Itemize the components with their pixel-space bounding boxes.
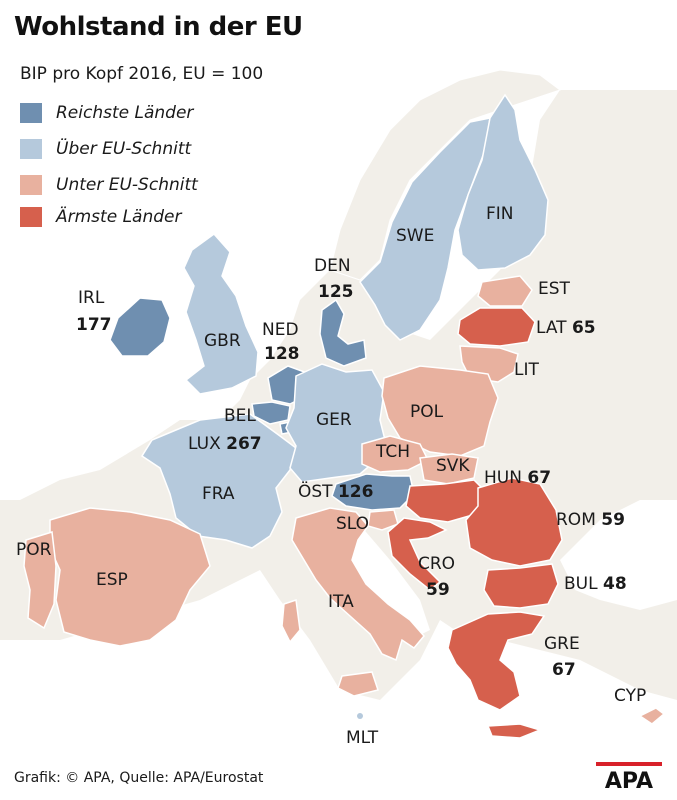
label-gre-value: 67 [552,660,576,680]
label-fin-code: FIN [486,204,514,224]
country-tch[interactable] [361,435,430,473]
label-rom-code: ROM [556,510,596,530]
map-subtitle: BIP pro Kopf 2016, EU = 100 [20,64,264,84]
country-pol[interactable] [381,365,499,457]
label-bul-value: 48 [602,574,627,594]
country-gre-crete[interactable] [486,723,543,739]
sea-adriatic [335,520,430,640]
logo-text: APA [605,769,653,790]
label-por-code: POR [16,540,52,560]
label-bel-code: BEL [224,406,256,426]
country-svk[interactable] [419,453,479,485]
country-esp[interactable] [49,507,211,647]
label-ned-code: NED [262,320,299,340]
label-irl-value: 177 [76,315,112,335]
label-ost: ÖST 126 [298,484,373,501]
label-ned-value: 128 [264,344,300,364]
label-cro-code: CRO [418,554,456,574]
map-title: Wohlstand in der EU [14,12,303,42]
legend-label: Reichste Länder [56,103,194,123]
label-irl-code: IRL [78,288,105,308]
country-lat[interactable] [457,307,536,347]
legend-label: Über EU-Schnitt [56,139,192,159]
legend-item-below: Unter EU-Schnitt [20,174,198,196]
label-cyp-code: CYP [614,686,647,706]
label-hun-value: 67 [527,468,552,488]
apa-logo: APA [596,762,662,790]
country-ita-sicily[interactable] [337,671,379,697]
legend-item-above: Über EU-Schnitt [20,138,191,160]
label-lat-code: LAT [536,318,567,338]
country-cyp[interactable] [638,707,666,725]
label-bul-code: BUL [564,574,598,594]
label-den-value: 125 [318,282,354,302]
label-ita-code: ITA [328,592,354,612]
country-mlt[interactable] [357,713,363,719]
country-cro[interactable] [387,517,448,591]
legend-swatch [20,207,42,227]
legend-swatch [20,175,42,195]
country-ita-sardinia[interactable] [281,599,301,644]
country-bul[interactable] [483,563,559,609]
label-bul: BUL 48 [564,576,627,593]
label-lux-code: LUX [188,434,221,454]
country-ger[interactable] [285,363,387,483]
country-ita[interactable] [291,507,425,662]
label-gre-code: GRE [544,634,580,654]
label-den-code: DEN [314,256,351,276]
label-slo-code: SLO [336,514,370,534]
legend-swatch [20,103,42,123]
legend-swatch [20,139,42,159]
footer-bar [0,760,677,800]
legend-item-richest: Reichste Länder [20,102,193,124]
label-ger-code: GER [316,410,352,430]
label-cro-value: 59 [426,580,450,600]
label-hun-code: HUN [484,468,522,488]
country-fra[interactable] [140,413,297,549]
label-ost-code: ÖST [298,482,333,502]
label-est-code: EST [538,279,570,299]
label-gbr-code: GBR [204,331,241,351]
label-tch-code: TCH [376,442,411,462]
label-rom: ROM 59 [556,512,625,529]
legend-label: Unter EU-Schnitt [56,175,198,195]
label-svk-code: SVK [436,456,470,476]
country-den[interactable] [319,298,367,367]
country-slo[interactable] [367,509,399,531]
country-por[interactable] [23,531,57,630]
label-fra-code: FRA [202,484,235,504]
country-bel[interactable] [251,401,291,425]
label-lux-value: 267 [226,434,262,454]
country-gbr[interactable] [183,232,259,395]
label-ost-value: 126 [337,482,374,502]
label-pol-code: POL [410,402,444,422]
source-credit: Grafik: © APA, Quelle: APA/Eurostat [14,770,264,786]
country-est[interactable] [477,275,533,307]
country-fin[interactable] [457,93,549,271]
label-hun: HUN 67 [484,470,551,487]
label-swe-code: SWE [396,226,435,246]
country-gre[interactable] [447,611,546,711]
label-lit-code: LIT [514,360,539,380]
norway [329,69,562,281]
legend-item-poorest: Ärmste Länder [20,206,181,228]
label-lux: LUX 267 [188,436,262,453]
label-lat: LAT 65 [536,320,596,337]
label-mlt-code: MLT [346,728,379,748]
country-rom[interactable] [465,477,563,567]
legend-label: Ärmste Länder [56,207,182,227]
label-rom-value: 59 [601,510,625,530]
label-esp-code: ESP [96,570,128,590]
sea-black [560,500,677,610]
country-irl[interactable] [109,297,171,357]
label-lat-value: 65 [571,318,596,338]
